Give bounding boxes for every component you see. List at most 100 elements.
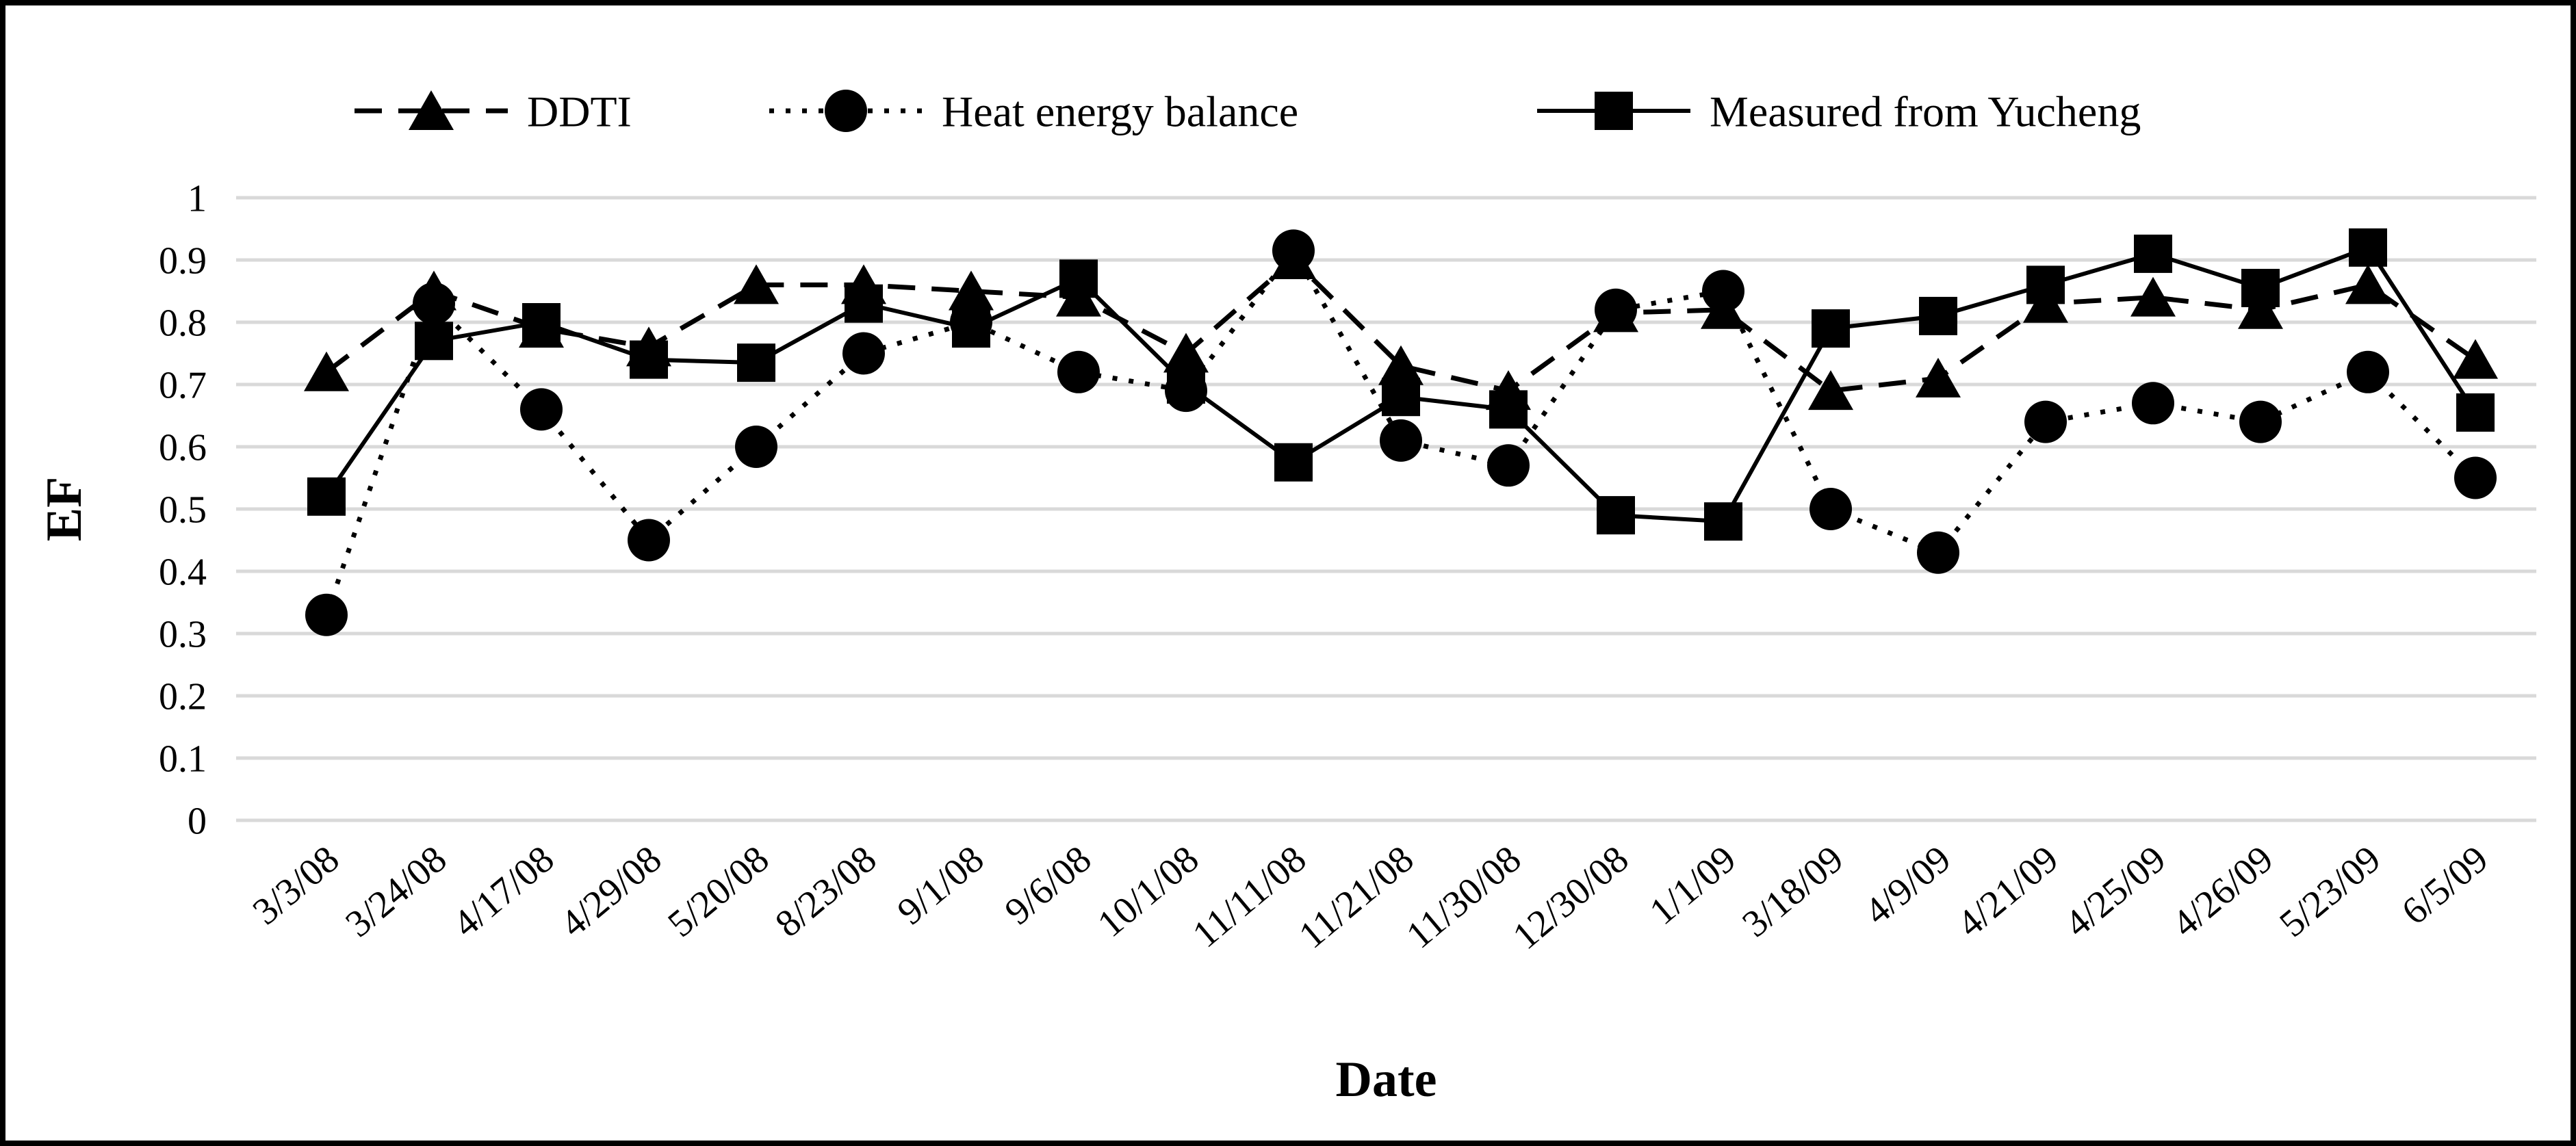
circle-marker (825, 90, 867, 132)
x-tick-label: 3/3/08 (245, 837, 347, 933)
data-point-circle (2347, 350, 2389, 393)
data-point-square (952, 309, 990, 348)
data-point-square (630, 340, 668, 379)
x-tick-label: 4/17/08 (445, 837, 562, 945)
data-point-triangle (949, 270, 994, 311)
legend: DDTI Heat energy balance Measured from Yuc… (355, 87, 2141, 135)
legend-label: DDTI (527, 87, 632, 135)
data-point-triangle (1163, 333, 1209, 373)
data-point-square (845, 284, 883, 323)
data-point-circle (1917, 531, 1959, 574)
data-point-circle (1057, 350, 1100, 393)
data-point-triangle (2238, 289, 2283, 329)
data-point-square (2026, 265, 2065, 304)
data-point-square (2456, 393, 2495, 432)
data-point-square (2241, 268, 2280, 307)
data-point-triangle (304, 351, 349, 391)
y-tick-label: 0.6 (159, 427, 207, 469)
data-point-circle (1595, 288, 1637, 331)
data-point-triangle (1808, 370, 1853, 411)
square-marker (1595, 92, 1633, 130)
legend-item-ddti: DDTI (355, 87, 632, 135)
data-point-square (1059, 259, 1098, 298)
series-line-dashed (324, 257, 2477, 393)
legend-label: Heat energy balance (942, 87, 1298, 135)
data-point-square (1597, 496, 1635, 535)
x-tick-label: 9/1/08 (890, 837, 992, 933)
data-point-circle (1702, 270, 1744, 313)
x-axis-title: Date (1336, 1052, 1437, 1108)
x-tick-label: 3/24/08 (337, 837, 454, 945)
data-point-circle (1380, 419, 1422, 462)
y-tick-label: 0.8 (159, 302, 207, 345)
data-point-circle (842, 332, 885, 375)
x-tick-label: 11/11/08 (1185, 837, 1314, 956)
x-tick-label: 4/9/09 (1857, 837, 1959, 933)
data-point-square (1812, 309, 1850, 348)
data-point-triangle (1378, 345, 1424, 385)
x-tick-label: 11/21/08 (1291, 837, 1422, 956)
data-point-square (1382, 378, 1420, 417)
legend-item-heat-energy-balance: Heat energy balance (769, 87, 1298, 135)
x-tick-label: 12/30/08 (1505, 837, 1636, 957)
gridlines (236, 196, 2536, 822)
data-point-triangle (2130, 276, 2176, 317)
series-heat-energy-balance (305, 229, 2497, 636)
data-point-circle (1272, 229, 1315, 272)
data-point-circle (305, 593, 348, 636)
y-tick-label: 0.1 (159, 738, 207, 781)
data-point-circle (520, 388, 563, 431)
data-point-square (307, 477, 346, 516)
series-measured-from-yucheng (307, 228, 2495, 541)
data-point-circle (2132, 382, 2174, 425)
x-tick-label: 4/29/08 (552, 837, 669, 945)
x-tick-label: 1/1/09 (1642, 837, 1744, 933)
y-tick-label: 1 (188, 178, 207, 220)
x-tick-label: 4/26/09 (2164, 837, 2281, 945)
x-tick-label: 9/6/08 (997, 837, 1099, 933)
y-tick-label: 0.7 (159, 365, 207, 407)
x-tick-label: 4/25/09 (2057, 837, 2174, 945)
data-point-circle (1487, 444, 1530, 487)
data-point-square (522, 303, 561, 341)
data-point-circle (735, 426, 777, 468)
data-point-circle (2454, 456, 2497, 499)
data-point-square (415, 322, 453, 361)
y-axis-tick-labels: 0 0.1 0.2 0.3 0.4 0.5 0.6 0.7 0.8 0.9 1 (159, 178, 207, 843)
triangle-marker (409, 90, 454, 130)
chart-svg: 0 0.1 0.2 0.3 0.4 0.5 0.6 0.7 0.8 0.9 1 3/3/083/24/… (36, 87, 2536, 1108)
x-tick-label: 5/20/08 (660, 837, 777, 945)
data-point-circle (1809, 488, 1852, 530)
data-point-square (2349, 228, 2387, 267)
x-tick-label: 4/21/09 (1949, 837, 2066, 945)
data-point-square (1274, 443, 1313, 482)
series-line-dotted (324, 246, 2477, 616)
y-tick-label: 0.4 (159, 551, 207, 594)
data-point-square (2134, 234, 2172, 273)
data-point-circle (2024, 400, 2067, 443)
y-axis-title: EF (36, 477, 92, 542)
x-tick-label: 3/18/09 (1734, 837, 1851, 945)
data-point-square (1167, 365, 1205, 404)
data-point-circle (413, 282, 455, 325)
data-point-square (1919, 296, 1957, 335)
y-tick-label: 0.3 (159, 614, 207, 656)
x-tick-label: 6/5/09 (2394, 837, 2496, 933)
x-tick-label: 8/23/08 (767, 837, 884, 945)
y-tick-label: 0.2 (159, 676, 207, 718)
data-point-square (1704, 502, 1742, 541)
y-tick-label: 0 (188, 800, 207, 843)
data-point-triangle (734, 264, 779, 304)
data-point-circle (628, 519, 670, 562)
data-point-square (737, 343, 775, 382)
y-tick-label: 0.9 (159, 240, 207, 283)
y-tick-label: 0.5 (159, 489, 207, 532)
data-point-triangle (2453, 339, 2498, 379)
x-axis-tick-labels: 3/3/083/24/084/17/084/29/085/20/088/23/0… (245, 837, 2496, 957)
legend-label: Measured from Yucheng (1710, 87, 2141, 135)
data-point-circle (2239, 400, 2282, 443)
legend-item-measured-from-yucheng: Measured from Yucheng (1537, 87, 2141, 135)
x-tick-label: 11/30/08 (1399, 837, 1530, 956)
data-point-triangle (2345, 264, 2391, 304)
